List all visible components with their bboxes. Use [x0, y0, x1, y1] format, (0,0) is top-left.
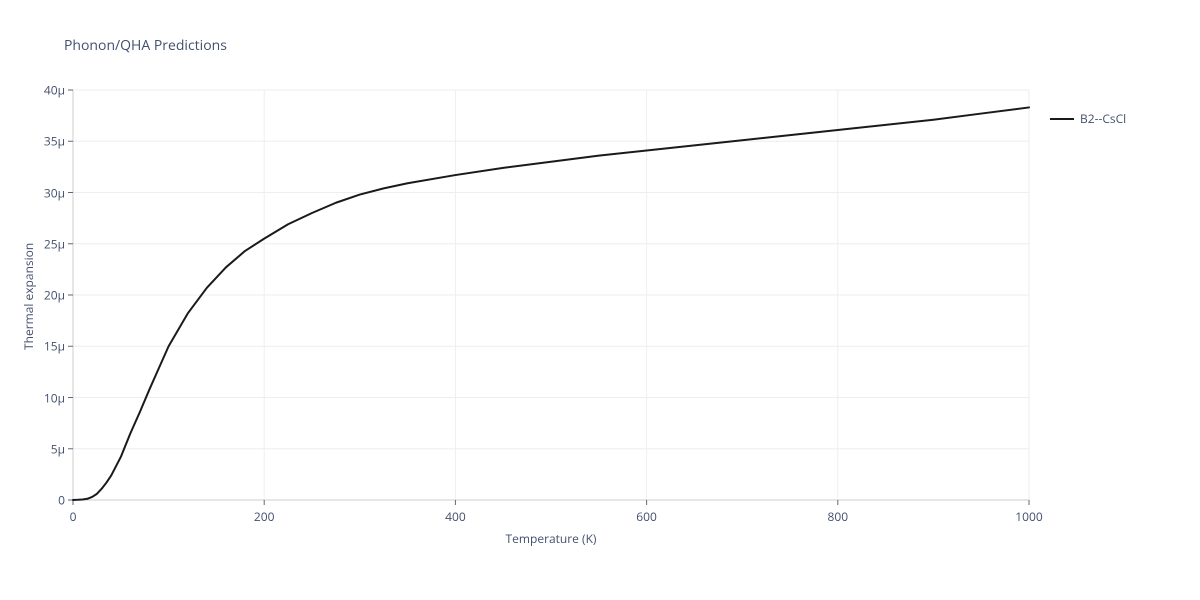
y-tick-label: 10μ	[44, 389, 65, 406]
y-tick-label: 30μ	[44, 184, 65, 201]
y-tick-label: 40μ	[44, 82, 65, 99]
y-tick-label: 25μ	[44, 235, 65, 252]
chart-container: Phonon/QHA Predictions Thermal expansion…	[0, 0, 1200, 600]
y-tick-label: 20μ	[44, 287, 65, 304]
legend[interactable]: B2--CsCl	[1050, 110, 1126, 127]
legend-label: B2--CsCl	[1080, 110, 1126, 127]
x-tick-label: 0	[70, 508, 77, 525]
x-tick-label: 800	[828, 508, 849, 525]
x-tick-label: 600	[636, 508, 657, 525]
series-line	[73, 107, 1029, 500]
y-tick-label: 35μ	[44, 133, 65, 150]
y-tick-label: 0	[58, 492, 65, 509]
y-tick-label: 5μ	[51, 440, 65, 457]
legend-line-icon	[1050, 118, 1074, 120]
x-tick-label: 400	[445, 508, 466, 525]
y-tick-label: 15μ	[44, 338, 65, 355]
x-tick-label: 200	[254, 508, 275, 525]
x-tick-label: 1000	[1015, 508, 1042, 525]
